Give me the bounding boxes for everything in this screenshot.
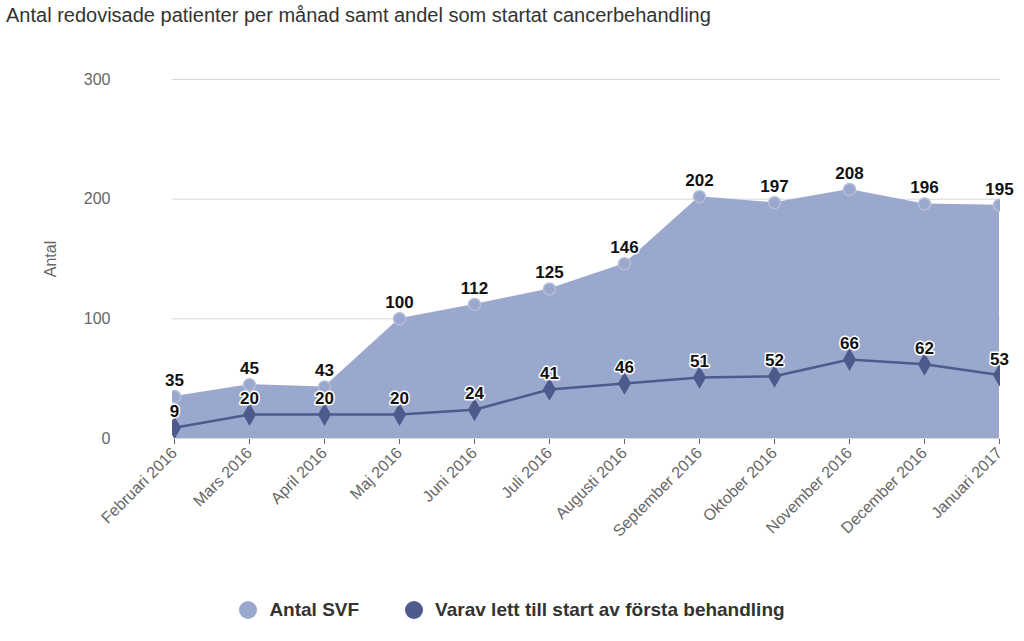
svg-text:195: 195: [985, 180, 1013, 199]
svg-text:41: 41: [540, 364, 559, 383]
svg-text:53: 53: [990, 350, 1009, 369]
svg-text:November 2016: November 2016: [762, 444, 856, 537]
svg-text:43: 43: [315, 361, 334, 380]
svg-text:December 2016: December 2016: [838, 444, 931, 537]
svg-text:196: 196: [910, 178, 938, 197]
svg-text:Februari 2016: Februari 2016: [98, 444, 181, 527]
svg-text:Juni 2016: Juni 2016: [419, 444, 480, 505]
svg-text:46: 46: [615, 358, 634, 377]
svg-text:Juli 2016: Juli 2016: [498, 444, 555, 501]
html-text:Antal SVF: Antal SVF: [269, 599, 360, 620]
svg-text:Maj 2016: Maj 2016: [347, 444, 406, 503]
svg-text:Antal: Antal: [42, 241, 59, 277]
svg-text:112: 112: [461, 279, 488, 298]
svg-text:9: 9: [170, 402, 179, 421]
html-text:Antal redovisade patienter per: Antal redovisade patienter per månad sam…: [6, 4, 711, 26]
svg-text:24: 24: [465, 384, 484, 403]
svg-text:20: 20: [390, 389, 409, 408]
svg-text:100: 100: [385, 293, 413, 312]
svg-text:202: 202: [685, 171, 713, 190]
svg-text:35: 35: [165, 371, 184, 390]
svg-text:52: 52: [765, 351, 784, 370]
svg-text:300: 300: [84, 71, 111, 88]
svg-text:125: 125: [535, 263, 563, 282]
html-text:Varav lett till start av först: Varav lett till start av första behandli…: [435, 599, 785, 620]
svg-text:0: 0: [102, 430, 111, 447]
svg-text:146: 146: [610, 238, 638, 257]
svg-text:197: 197: [760, 177, 788, 196]
svg-text:Mars 2016: Mars 2016: [190, 444, 256, 510]
svg-text:62: 62: [915, 339, 934, 358]
svg-text:Augusti 2016: Augusti 2016: [552, 444, 630, 522]
svg-text:100: 100: [84, 310, 111, 327]
svg-text:20: 20: [240, 389, 259, 408]
svg-text:208: 208: [835, 164, 863, 183]
svg-text:Oktober 2016: Oktober 2016: [700, 444, 781, 525]
svg-text:20: 20: [315, 389, 334, 408]
svg-text:200: 200: [84, 190, 111, 207]
svg-text:66: 66: [840, 334, 859, 353]
svg-text:45: 45: [240, 359, 259, 378]
svg-text:51: 51: [690, 352, 709, 371]
svg-text:Januari 2017: Januari 2017: [928, 444, 1006, 522]
svg-text:September 2016: September 2016: [610, 444, 706, 540]
svg-text:April 2016: April 2016: [267, 444, 330, 507]
